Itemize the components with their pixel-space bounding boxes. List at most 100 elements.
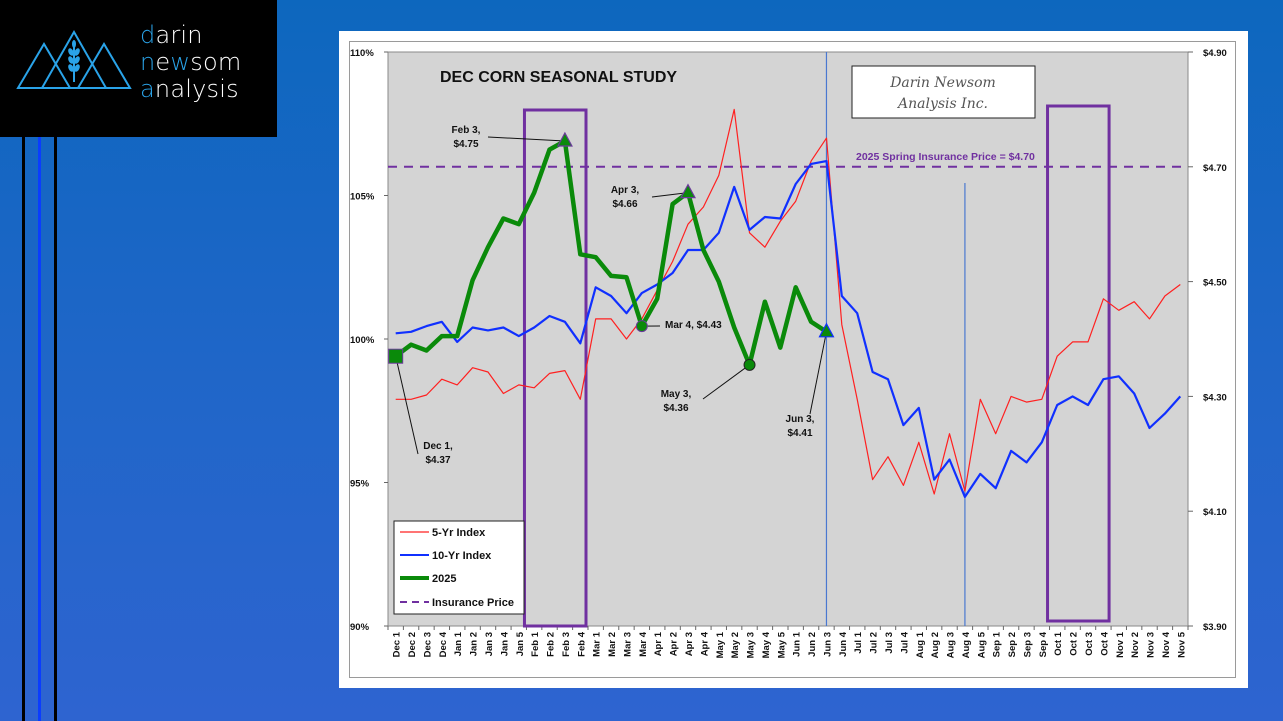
logo: darin newsom analysis bbox=[0, 0, 277, 137]
watermark-line-2: Analysis Inc. bbox=[896, 96, 988, 112]
left-tick-label: 110% bbox=[350, 48, 374, 59]
x-tick-label: Feb 3 bbox=[561, 632, 572, 657]
x-tick-label: Mar 2 bbox=[607, 632, 618, 657]
annotation-value: $4.41 bbox=[787, 428, 812, 439]
decor-line-black-2 bbox=[54, 137, 57, 721]
x-tick-label: Sep 3 bbox=[1022, 632, 1033, 657]
x-tick-label: May 2 bbox=[730, 632, 741, 658]
right-tick-label: $3.90 bbox=[1203, 622, 1227, 633]
x-tick-label: Dec 2 bbox=[407, 632, 418, 657]
x-tick-label: Apr 3 bbox=[684, 632, 695, 656]
x-tick-label: Jun 3 bbox=[822, 632, 833, 657]
marker-circle-icon bbox=[635, 320, 648, 333]
annotation-label: May 3, bbox=[661, 389, 692, 400]
x-tick-label: Nov 2 bbox=[1130, 632, 1141, 658]
x-tick-label: Jan 2 bbox=[469, 632, 480, 656]
marker-triangle-icon bbox=[818, 322, 835, 338]
x-tick-label: May 5 bbox=[776, 631, 787, 658]
x-tick-label: Apr 4 bbox=[699, 631, 710, 656]
x-tick-label: Sep 4 bbox=[1038, 631, 1049, 657]
marker-triangle-icon bbox=[679, 183, 697, 199]
watermark-box: Darin Newsom Analysis Inc. bbox=[851, 65, 1036, 119]
right-tick-label: $4.30 bbox=[1203, 392, 1227, 403]
left-tick-label: 105% bbox=[350, 192, 375, 203]
x-tick-label: Jul 1 bbox=[853, 631, 864, 653]
right-tick-label: $4.90 bbox=[1203, 48, 1227, 59]
annotation-leader bbox=[651, 192, 689, 198]
x-tick-label: Jun 2 bbox=[807, 632, 818, 657]
highlight-box bbox=[1046, 104, 1111, 623]
x-tick-label: May 4 bbox=[761, 631, 772, 658]
x-tick-label: Nov 5 bbox=[1176, 631, 1187, 658]
annotation-value: $4.75 bbox=[453, 139, 478, 150]
x-tick-label: Feb 4 bbox=[576, 631, 587, 657]
annotation-label: Apr 3, bbox=[611, 185, 640, 196]
watermark-line-1: Darin Newsom bbox=[889, 75, 996, 91]
legend: 5-Yr Index 10-Yr Index 2025 Insurance Pr… bbox=[393, 520, 525, 615]
x-tick-label: Aug 5 bbox=[976, 631, 987, 658]
x-tick-label: Jan 1 bbox=[453, 631, 464, 656]
annotation-leader bbox=[395, 356, 419, 455]
x-tick-label: May 3 bbox=[746, 632, 757, 658]
right-tick-label: $4.10 bbox=[1203, 507, 1227, 518]
annotation-label: Jun 3, bbox=[786, 414, 815, 425]
marker-circle-icon bbox=[743, 358, 756, 371]
x-tick-label: Jan 4 bbox=[499, 631, 510, 656]
insurance-label: 2025 Spring Insurance Price = $4.70 bbox=[856, 151, 1035, 163]
legend-label-5yr: 5-Yr Index bbox=[432, 527, 486, 539]
mountains-wheat-icon bbox=[16, 30, 132, 89]
x-tick-label: Oct 1 bbox=[1053, 631, 1064, 655]
legend-label-2025: 2025 bbox=[432, 573, 456, 585]
series-line-2025 bbox=[394, 138, 828, 368]
x-tick-label: Mar 1 bbox=[592, 631, 603, 657]
x-tick-label: Aug 3 bbox=[946, 632, 957, 658]
annotation-value: $4.36 bbox=[663, 403, 688, 414]
annotation-label: Dec 1, bbox=[423, 441, 453, 452]
right-tick-label: $4.70 bbox=[1203, 163, 1227, 174]
legend-label-insurance: Insurance Price bbox=[432, 597, 514, 609]
left-tick-label: 90% bbox=[350, 622, 370, 633]
right-tick-label: $4.50 bbox=[1203, 278, 1227, 289]
x-tick-label: Nov 1 bbox=[1115, 631, 1126, 658]
x-tick-label: Feb 2 bbox=[546, 632, 557, 657]
series-line-5-yr-index bbox=[395, 108, 1181, 495]
decor-line-blue bbox=[38, 137, 41, 721]
x-tick-label: Dec 4 bbox=[438, 631, 449, 657]
logo-text: darin newsom analysis bbox=[140, 21, 242, 103]
x-tick-label: Aug 1 bbox=[915, 631, 926, 658]
x-tick-label: Dec 1 bbox=[392, 631, 403, 657]
x-tick-label: Sep 1 bbox=[992, 631, 1003, 657]
x-tick-label: Jul 4 bbox=[899, 631, 910, 653]
annotation-leader bbox=[702, 364, 750, 400]
legend-label-10yr: 10-Yr Index bbox=[432, 550, 492, 562]
x-tick-label: Jun 1 bbox=[792, 631, 803, 657]
x-tick-label: Jan 3 bbox=[484, 632, 495, 656]
x-tick-label: Nov 3 bbox=[1146, 632, 1157, 658]
annotation-leader bbox=[487, 136, 565, 142]
x-tick-label: Oct 4 bbox=[1099, 631, 1110, 655]
x-tick-label: Apr 1 bbox=[653, 631, 664, 656]
x-tick-label: Aug 4 bbox=[961, 631, 972, 658]
left-tick-label: 100% bbox=[350, 335, 375, 346]
left-tick-label: 95% bbox=[350, 479, 370, 490]
x-tick-label: Dec 3 bbox=[422, 632, 433, 657]
x-tick-label: May 1 bbox=[715, 631, 726, 658]
annotation-label: Mar 4, $4.43 bbox=[665, 320, 722, 331]
series-line-10-yr-index bbox=[395, 160, 1182, 498]
chart-title: DEC CORN SEASONAL STUDY bbox=[440, 69, 677, 86]
x-tick-label: Apr 2 bbox=[669, 632, 680, 656]
annotation-value: $4.37 bbox=[425, 455, 450, 466]
x-tick-label: Nov 4 bbox=[1161, 631, 1172, 658]
annotation-label: Feb 3, bbox=[452, 125, 481, 136]
x-tick-label: Sep 2 bbox=[1007, 632, 1018, 657]
marker-square-icon bbox=[388, 348, 404, 364]
x-tick-label: Mar 3 bbox=[622, 632, 633, 657]
decor-line-black-1 bbox=[22, 137, 25, 721]
chart-frame bbox=[349, 41, 1236, 678]
x-tick-label: Jun 4 bbox=[838, 631, 849, 657]
x-tick-label: Aug 2 bbox=[930, 632, 941, 658]
x-tick-label: Feb 1 bbox=[530, 631, 541, 657]
x-tick-label: Jan 5 bbox=[515, 631, 526, 656]
x-tick-label: Oct 2 bbox=[1069, 632, 1080, 656]
